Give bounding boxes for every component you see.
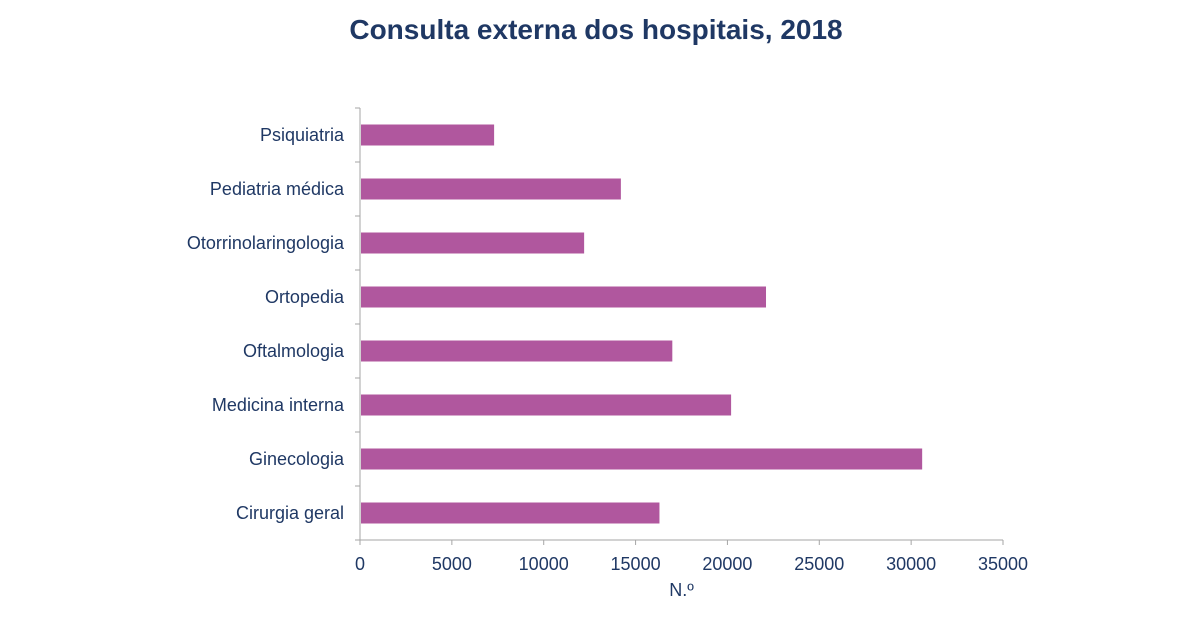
x-tick-label: 5000	[432, 554, 472, 574]
bar-2	[361, 232, 585, 254]
bar-5	[361, 394, 732, 416]
bar-1	[361, 178, 621, 200]
category-label: Ortopedia	[265, 287, 345, 307]
category-labels: Psiquiatria Pediatria médica Otorrinolarin…	[187, 125, 345, 523]
x-tick-label: 25000	[794, 554, 844, 574]
x-tick-label: 30000	[886, 554, 936, 574]
chart-title: Consulta externa dos hospitais, 2018	[349, 14, 843, 45]
x-tick-label: 15000	[611, 554, 661, 574]
bar-6	[361, 448, 923, 470]
x-axis-label: N.º	[669, 580, 694, 600]
x-tick-label: 10000	[519, 554, 569, 574]
bars-group	[361, 124, 923, 524]
x-tick-label: 20000	[702, 554, 752, 574]
bar-3	[361, 286, 767, 308]
bar-0	[361, 124, 495, 146]
category-label: Oftalmologia	[243, 341, 345, 361]
x-tick-labels: 0 5000 10000 15000 20000 25000 30000 35000	[355, 554, 1028, 574]
axes	[355, 107, 1004, 545]
bar-4	[361, 340, 673, 362]
x-tick-label: 0	[355, 554, 365, 574]
category-label: Psiquiatria	[260, 125, 345, 145]
category-label: Cirurgia geral	[236, 503, 344, 523]
bar-7	[361, 502, 660, 524]
x-tick-label: 35000	[978, 554, 1028, 574]
category-label: Ginecologia	[249, 449, 345, 469]
category-label: Otorrinolaringologia	[187, 233, 345, 253]
category-label: Medicina interna	[212, 395, 345, 415]
category-label: Pediatria médica	[210, 179, 345, 199]
